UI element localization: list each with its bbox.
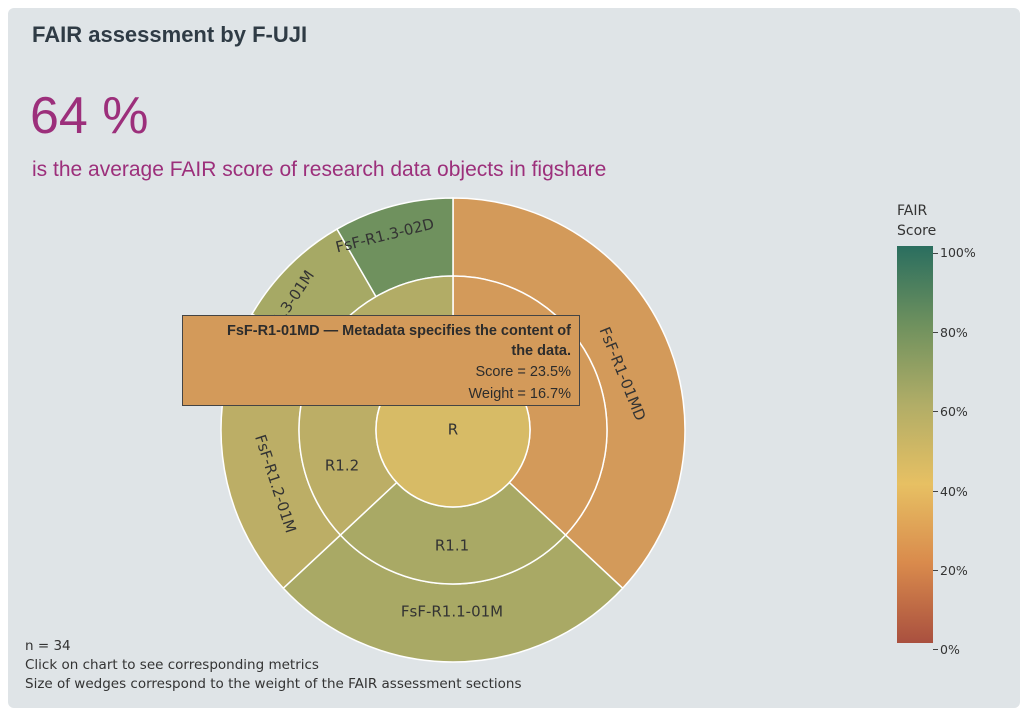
colorbar-tickmark [933, 491, 938, 492]
label-fsf-r1-1-01m: FsF-R1.1-01M [401, 603, 503, 621]
card-title: FAIR assessment by F-UJI [32, 22, 308, 47]
colorbar-tick-label: 80% [940, 325, 968, 340]
colorbar-tickmark [933, 570, 938, 571]
label-section-r1-1: R1.1 [435, 537, 469, 555]
colorbar-title-line2: Score [897, 223, 937, 239]
tooltip-weight: Weight = 16.7% [468, 386, 571, 402]
label-section-r1-2: R1.2 [325, 457, 359, 475]
colorbar-tick-label: 20% [940, 563, 968, 578]
label-root: R [448, 421, 458, 439]
hover-tooltip: FsF-R1-01MD — Metadata specifies the con… [182, 315, 580, 406]
colorbar-title: FAIR Score [897, 201, 936, 241]
colorbar-tick-label: 60% [940, 404, 968, 419]
click-hint: Click on chart to see corresponding metr… [25, 657, 319, 673]
colorbar-tickmark [933, 649, 938, 650]
colorbar-gradient [897, 246, 933, 643]
footnotes: n = 34 Click on chart to see correspondi… [25, 637, 521, 694]
colorbar-tick-label: 100% [940, 245, 976, 260]
colorbar-tickmark [933, 332, 938, 333]
tooltip-score: Score = 23.5% [475, 364, 571, 380]
score-description: is the average FAIR score of research da… [32, 158, 607, 181]
colorbar-title-line1: FAIR [897, 203, 928, 219]
colorbar-tickmark [933, 253, 938, 254]
colorbar-tick-label: 40% [940, 484, 968, 499]
sample-count: n = 34 [25, 638, 71, 654]
colorbar-tick-label: 0% [940, 642, 960, 657]
colorbar-tickmark [933, 411, 938, 412]
tooltip-title-line2: the data. [511, 343, 571, 359]
wedge-size-note: Size of wedges correspond to the weight … [25, 676, 522, 692]
tooltip-title-line1: FsF-R1-01MD — Metadata specifies the con… [226, 323, 571, 339]
average-score: 64 % [30, 87, 149, 145]
tooltip-pointer [579, 354, 588, 372]
